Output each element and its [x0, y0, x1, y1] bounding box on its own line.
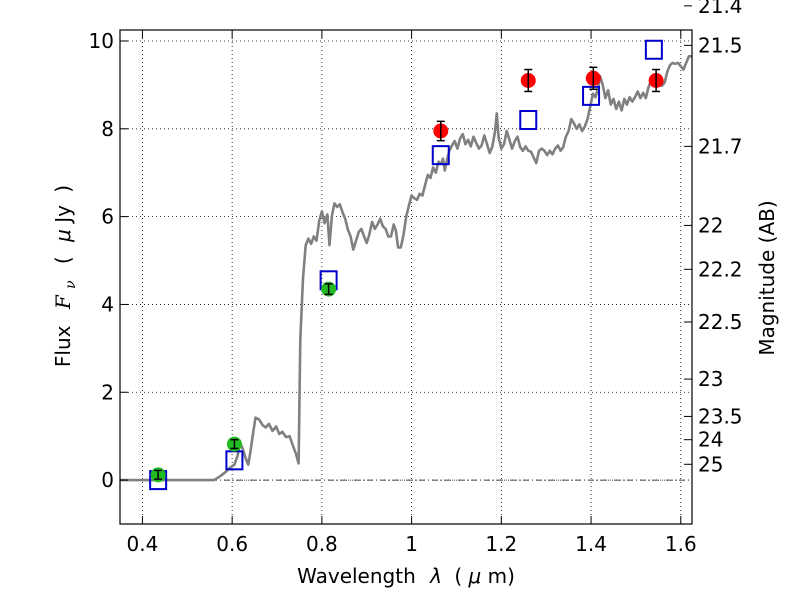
x-tick-label: 0.6: [216, 532, 248, 556]
y-label-nu: ν: [63, 280, 79, 289]
x-tick-label: 0.8: [306, 532, 338, 556]
y-label-unit: Jy: [51, 205, 75, 225]
x-tick-label: 1.2: [485, 532, 517, 556]
y-tick-label: 2: [101, 380, 114, 404]
x-label-paren: (: [454, 564, 462, 588]
data-markers: [149, 39, 664, 491]
y-tick-label: 4: [101, 292, 114, 316]
model-spectrum: [120, 55, 692, 482]
right-tick-label: 21.5: [698, 33, 743, 57]
x-axis-label: Wavelength λ ( μ m): [297, 564, 515, 588]
right-tick-label: 24: [698, 428, 723, 452]
right-axis-label: Magnitude (AB): [755, 200, 779, 355]
x-label-word: Wavelength: [297, 564, 416, 588]
model-photometry-square: [431, 145, 450, 166]
grid-lines: [120, 30, 692, 524]
y-label-close-paren: ): [51, 185, 75, 193]
model-photometry-square: [644, 39, 663, 60]
right-tick-label: 21.4: [698, 0, 743, 18]
x-tick-label: 1.6: [665, 532, 697, 556]
y-axis-label: Flux F ν ( μ Jy ): [51, 185, 80, 367]
axis-ticks: 0.4 0.6 0.8 1 1.2 1.4 1.6024681021.421.521.722…: [89, 0, 743, 556]
x-label-unit: m): [488, 564, 515, 588]
model-spectrum-line: [120, 55, 692, 482]
right-tick-label: 22.5: [698, 310, 743, 334]
right-tick-label: 21.7: [698, 134, 743, 158]
right-tick-label: 23.5: [698, 404, 743, 428]
right-tick-label: 22: [698, 213, 723, 237]
y-label-F: F: [51, 294, 75, 310]
plot-frame: [119, 29, 693, 525]
y-label-word: Flux: [51, 325, 75, 367]
y-label-mu: μ: [51, 229, 75, 243]
model-photometry-square: [582, 85, 601, 106]
model-photometry-square: [519, 110, 538, 131]
right-tick-label: 22.2: [698, 257, 743, 281]
right-tick-label: 23: [698, 367, 723, 391]
y-tick-label: 10: [89, 29, 114, 53]
x-label-lambda: λ: [429, 564, 442, 588]
right-tick-label: 25: [698, 452, 723, 476]
model-photometry-square: [225, 450, 244, 471]
x-tick-label: 1.4: [575, 532, 607, 556]
y-label-open-paren: (: [51, 256, 75, 264]
y-tick-label: 6: [101, 205, 114, 229]
y-tick-label: 0: [101, 468, 114, 492]
y-tick-label: 8: [101, 117, 114, 141]
x-tick-label: 1: [405, 532, 418, 556]
x-label-mu: μ: [468, 564, 482, 588]
x-tick-label: 0.4: [127, 532, 159, 556]
